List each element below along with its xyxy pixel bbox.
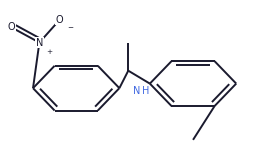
- Text: O: O: [8, 22, 15, 32]
- Text: O: O: [56, 15, 64, 25]
- Text: N: N: [133, 86, 140, 96]
- Text: +: +: [46, 49, 52, 55]
- Text: −: −: [67, 25, 73, 31]
- Text: H: H: [142, 86, 150, 96]
- Text: N: N: [36, 38, 43, 48]
